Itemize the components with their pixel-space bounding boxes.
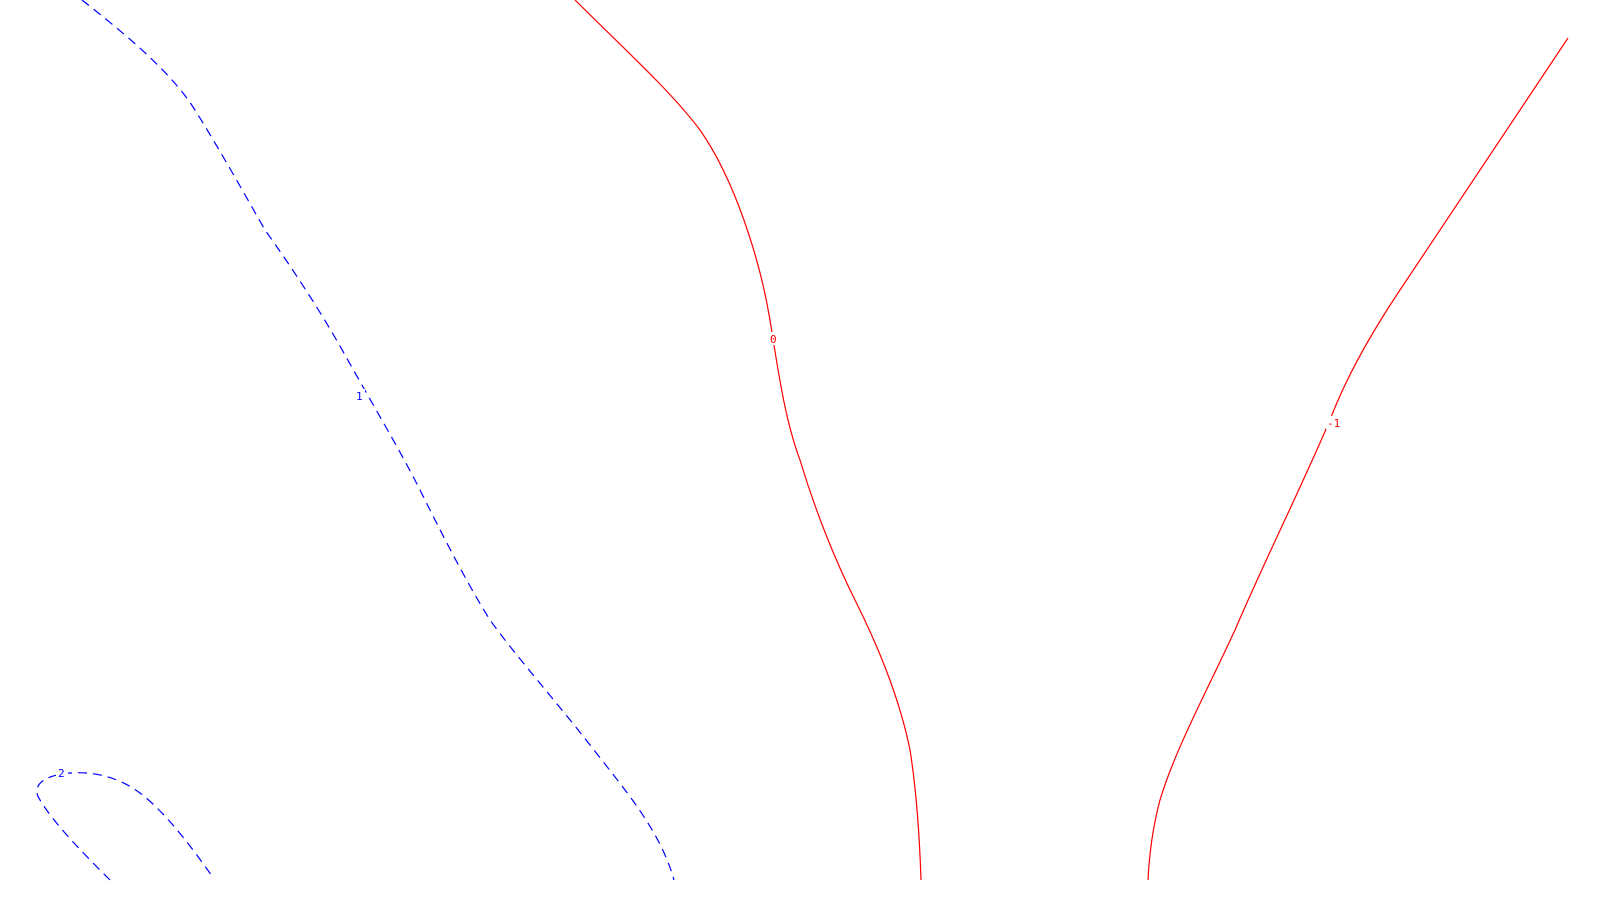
contour-line-2 xyxy=(36,772,213,881)
contour-label-bg-1 xyxy=(353,389,365,402)
contour-label-0: 0 xyxy=(770,333,777,346)
contour-label-1: 1 xyxy=(356,390,363,403)
contour-label-2: 2 xyxy=(58,767,65,780)
contour-line-0 xyxy=(574,0,922,881)
contour-label-bg-2 xyxy=(56,767,68,780)
contour-label-bg-0 xyxy=(768,332,780,345)
contour-line-1 xyxy=(81,0,675,881)
contour-line-neg1 xyxy=(1147,37,1569,881)
contour-label-neg1: -1 xyxy=(1327,417,1340,430)
contour-label-bg-neg1 xyxy=(1326,416,1344,429)
